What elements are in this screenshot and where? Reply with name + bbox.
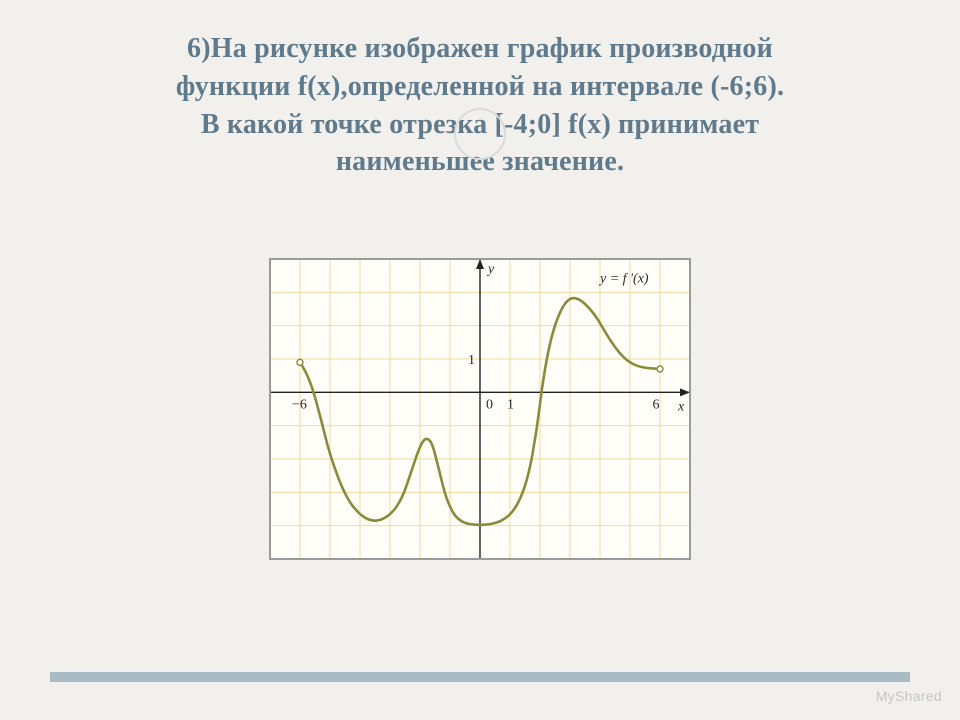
svg-text:x: x <box>677 399 685 414</box>
slide: 6)На рисунке изображен график производно… <box>0 0 960 720</box>
svg-text:1: 1 <box>507 397 514 412</box>
watermark-text: MyShared <box>876 688 942 704</box>
svg-text:y = f '(x): y = f '(x) <box>598 271 649 286</box>
footer-accent-bar <box>50 672 910 682</box>
svg-text:1: 1 <box>468 353 475 368</box>
svg-text:0: 0 <box>486 397 493 412</box>
chart-container: yx011−66y = f '(x) <box>269 258 691 560</box>
title-line-2: функции f(x),определенной на интервале (… <box>176 71 784 102</box>
decorative-circle <box>454 108 506 160</box>
svg-text:y: y <box>486 262 495 277</box>
svg-text:6: 6 <box>653 397 660 412</box>
svg-text:−6: −6 <box>292 397 307 412</box>
derivative-chart: yx011−66y = f '(x) <box>270 259 690 559</box>
title-line-1: 6)На рисунке изображен график производно… <box>187 33 773 64</box>
